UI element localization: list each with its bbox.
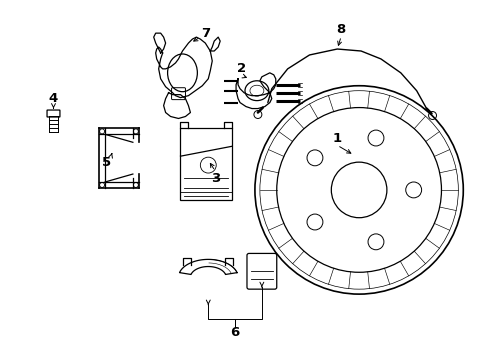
Text: 3: 3 [210, 171, 220, 185]
Text: 8: 8 [336, 23, 345, 36]
Text: 5: 5 [102, 156, 110, 168]
Text: 7: 7 [201, 27, 209, 40]
Text: 6: 6 [230, 326, 239, 339]
Text: 1: 1 [332, 132, 341, 145]
Text: 4: 4 [49, 92, 58, 105]
Text: 2: 2 [237, 62, 246, 75]
